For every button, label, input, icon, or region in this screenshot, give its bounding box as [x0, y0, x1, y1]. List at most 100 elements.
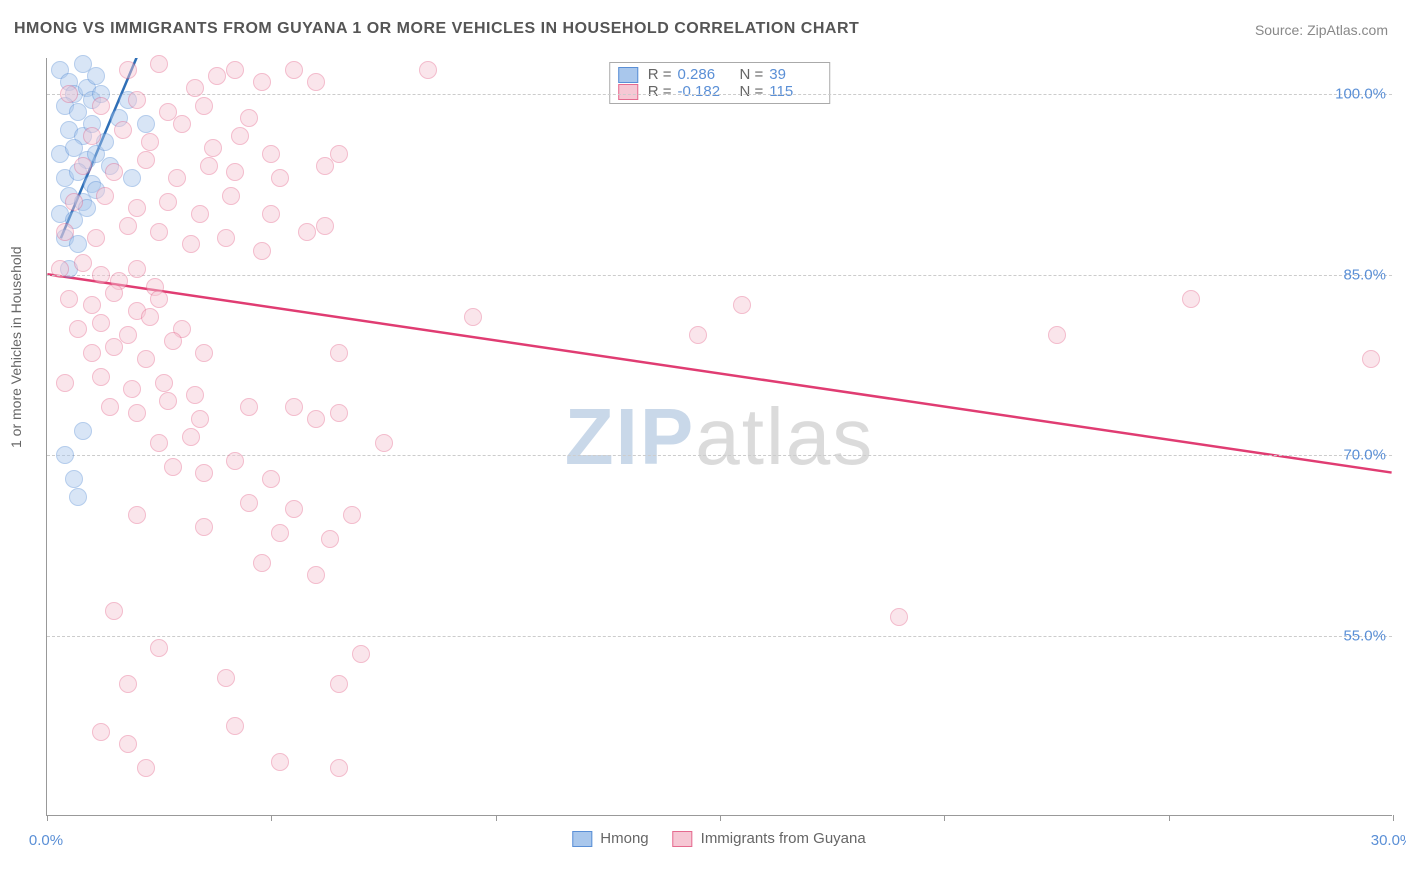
- scatter-point-guyana: [222, 187, 240, 205]
- scatter-point-guyana: [69, 320, 87, 338]
- scatter-point-guyana: [92, 368, 110, 386]
- legend-r-label: R =: [648, 66, 672, 83]
- scatter-point-hmong: [56, 446, 74, 464]
- gridline-h: [47, 275, 1392, 276]
- legend-stat-row-hmong: R =0.286N =39: [618, 66, 822, 83]
- legend-n-label: N =: [740, 66, 764, 83]
- gridline-h: [47, 455, 1392, 456]
- scatter-point-guyana: [191, 410, 209, 428]
- legend-series-label: Immigrants from Guyana: [701, 830, 866, 847]
- legend-series: Hmong Immigrants from Guyana: [572, 830, 865, 847]
- scatter-point-hmong: [74, 422, 92, 440]
- scatter-point-guyana: [65, 193, 83, 211]
- x-tick-mark: [1393, 815, 1394, 821]
- scatter-point-guyana: [330, 404, 348, 422]
- scatter-point-guyana: [137, 350, 155, 368]
- scatter-point-guyana: [298, 223, 316, 241]
- scatter-point-guyana: [173, 115, 191, 133]
- scatter-point-guyana: [689, 326, 707, 344]
- legend-swatch: [618, 84, 638, 100]
- scatter-point-guyana: [890, 608, 908, 626]
- scatter-point-guyana: [285, 398, 303, 416]
- scatter-point-guyana: [217, 229, 235, 247]
- scatter-point-hmong: [69, 488, 87, 506]
- x-tick-label: 0.0%: [29, 832, 63, 849]
- scatter-point-guyana: [226, 452, 244, 470]
- scatter-point-guyana: [51, 260, 69, 278]
- scatter-point-guyana: [92, 266, 110, 284]
- scatter-point-guyana: [195, 344, 213, 362]
- scatter-point-guyana: [164, 458, 182, 476]
- scatter-point-guyana: [101, 398, 119, 416]
- scatter-point-guyana: [92, 723, 110, 741]
- legend-n-value: 115: [769, 83, 821, 100]
- scatter-point-guyana: [464, 308, 482, 326]
- scatter-point-guyana: [253, 242, 271, 260]
- scatter-point-guyana: [150, 434, 168, 452]
- scatter-point-guyana: [240, 398, 258, 416]
- scatter-point-hmong: [137, 115, 155, 133]
- legend-swatch: [572, 831, 592, 847]
- scatter-point-guyana: [74, 254, 92, 272]
- scatter-point-guyana: [253, 73, 271, 91]
- scatter-point-guyana: [92, 97, 110, 115]
- legend-item-guyana: Immigrants from Guyana: [673, 830, 866, 847]
- scatter-point-guyana: [321, 530, 339, 548]
- scatter-plot: ZIPatlas R =0.286N =39R =-0.182N =115 55…: [46, 58, 1392, 816]
- scatter-point-guyana: [128, 91, 146, 109]
- scatter-point-guyana: [119, 61, 137, 79]
- scatter-point-guyana: [343, 506, 361, 524]
- x-axis-area: Hmong Immigrants from Guyana: [46, 816, 1392, 876]
- scatter-point-guyana: [375, 434, 393, 452]
- scatter-point-guyana: [56, 223, 74, 241]
- watermark: ZIPatlas: [565, 391, 874, 483]
- scatter-point-guyana: [1362, 350, 1380, 368]
- scatter-point-hmong: [69, 235, 87, 253]
- scatter-point-guyana: [150, 290, 168, 308]
- scatter-point-guyana: [195, 464, 213, 482]
- watermark-zip: ZIP: [565, 392, 695, 481]
- scatter-point-guyana: [240, 109, 258, 127]
- legend-r-value: 0.286: [678, 66, 730, 83]
- scatter-point-guyana: [352, 645, 370, 663]
- scatter-point-guyana: [159, 392, 177, 410]
- scatter-point-hmong: [65, 470, 83, 488]
- y-tick-label: 85.0%: [1343, 266, 1386, 283]
- scatter-point-guyana: [128, 404, 146, 422]
- scatter-point-guyana: [83, 127, 101, 145]
- scatter-point-guyana: [150, 639, 168, 657]
- gridline-h: [47, 94, 1392, 95]
- scatter-point-guyana: [262, 470, 280, 488]
- scatter-point-guyana: [141, 308, 159, 326]
- x-tick-label: 30.0%: [1371, 832, 1406, 849]
- scatter-point-guyana: [285, 500, 303, 518]
- scatter-point-guyana: [271, 169, 289, 187]
- scatter-point-guyana: [60, 85, 78, 103]
- scatter-point-guyana: [195, 97, 213, 115]
- scatter-point-guyana: [168, 169, 186, 187]
- scatter-point-guyana: [262, 145, 280, 163]
- scatter-point-guyana: [240, 494, 258, 512]
- y-axis-label: 1 or more Vehicles in Household: [8, 246, 24, 448]
- scatter-point-guyana: [1182, 290, 1200, 308]
- scatter-point-guyana: [200, 157, 218, 175]
- gridline-h: [47, 636, 1392, 637]
- scatter-point-guyana: [123, 380, 141, 398]
- scatter-point-guyana: [114, 121, 132, 139]
- scatter-point-guyana: [137, 151, 155, 169]
- scatter-point-guyana: [330, 145, 348, 163]
- chart-title: HMONG VS IMMIGRANTS FROM GUYANA 1 OR MOR…: [14, 20, 859, 38]
- scatter-point-guyana: [271, 753, 289, 771]
- legend-swatch: [618, 67, 638, 83]
- scatter-point-guyana: [60, 290, 78, 308]
- scatter-point-guyana: [83, 296, 101, 314]
- scatter-point-guyana: [1048, 326, 1066, 344]
- scatter-point-guyana: [119, 735, 137, 753]
- scatter-point-guyana: [137, 759, 155, 777]
- scatter-point-guyana: [217, 669, 235, 687]
- scatter-point-guyana: [285, 61, 303, 79]
- scatter-point-guyana: [128, 506, 146, 524]
- legend-r-value: -0.182: [678, 83, 730, 100]
- y-tick-label: 55.0%: [1343, 627, 1386, 644]
- legend-series-label: Hmong: [600, 830, 648, 847]
